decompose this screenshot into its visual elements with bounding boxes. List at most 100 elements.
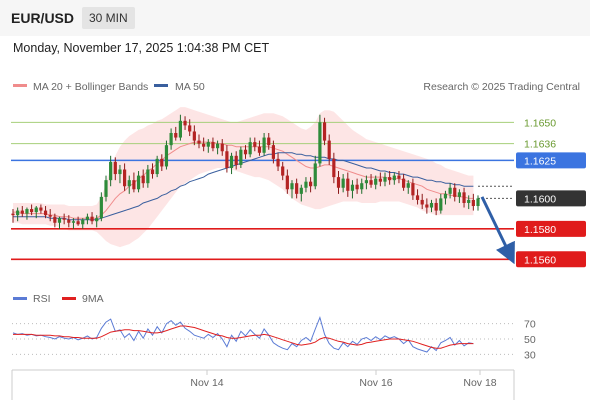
candle-body [341,178,345,188]
candle-67 [322,117,327,146]
candle-96 [457,189,461,203]
candle-body [355,184,359,190]
candle-57 [276,152,280,172]
candle-16 [85,213,89,225]
candle-body [257,146,262,153]
candle-5 [34,206,38,219]
candle-92 [439,193,443,214]
candle-body [20,210,24,214]
candle-body [462,192,466,203]
rsi-ma9-line [13,325,474,349]
candle-body [25,209,29,214]
candle-body [271,145,275,159]
candle-body [234,155,238,165]
timeframe-badge[interactable]: 30 MIN [82,7,135,29]
candle-body [76,221,80,225]
candle-78 [374,175,378,190]
candle-71 [341,174,345,193]
candle-body [43,210,48,216]
candle-13 [71,218,76,229]
level-label-3: 1.1600 [524,193,556,205]
rsi-legend-label: RSI [33,293,51,305]
ma50-legend-label: MA 50 [175,81,205,93]
candle-39 [192,125,196,146]
candle-18 [95,215,99,228]
candle-17 [90,212,94,225]
candle-body [197,140,201,144]
candle-63 [304,177,308,193]
level-label-bg-3 [516,190,586,207]
candle-89 [425,198,429,214]
candle-35 [174,126,178,141]
candle-body [71,221,76,223]
candle-41 [202,137,206,152]
level-label-bg-5 [516,251,586,268]
candle-body [146,169,150,184]
candle-100 [476,195,480,211]
candle-0 [11,209,15,223]
candle-body [285,175,289,190]
candle-36 [178,114,182,141]
bollinger-band-fill [13,107,474,248]
candle-body [406,183,410,188]
candle-body [150,169,155,175]
candle-body [39,207,43,211]
candle-64 [309,177,313,193]
candle-40 [197,134,201,149]
candle-52 [253,137,257,152]
candle-body [225,151,229,168]
candle-79 [378,172,382,187]
price-level-labels: 1.1650 1.1636 1.1625 1.1600 1.1580 1.1560 [516,117,586,268]
candle-body [34,207,38,213]
candle-body [439,198,443,211]
projection-layer [480,196,515,265]
candle-body [30,209,34,213]
candle-body [304,181,308,188]
chart-legend: MA 20 + Bollinger Bands MA 50 Research ©… [13,81,580,93]
candle-body [318,122,322,164]
candle-10 [57,216,62,229]
candle-body [383,177,387,182]
candle-body [290,183,294,190]
candle-body [281,166,285,176]
candle-80 [383,172,387,187]
candle-body [276,158,280,167]
candle-body [322,122,327,141]
candle-body [369,180,373,185]
bollinger-band-layer [13,107,474,248]
rsi-tick-50: 50 [524,334,536,346]
candle-body [118,169,122,175]
candle-21 [109,155,113,187]
candle-1 [16,207,20,222]
candle-51 [248,137,252,158]
candle-47 [229,152,234,175]
candle-65 [313,155,317,190]
candle-44 [216,140,220,155]
candle-70 [336,171,341,194]
rsi-line [12,315,474,353]
credit-label: Research © 2025 Trading Central [423,81,580,93]
candle-body [164,145,169,167]
candle-97 [462,187,466,208]
rsi-series [12,315,474,353]
candle-body [174,132,178,138]
candle-48 [234,151,238,170]
candle-body [99,196,103,219]
candle-body [239,149,243,165]
candle-body [453,187,457,197]
candle-body [85,216,89,220]
candle-24 [123,163,127,191]
candle-body [48,215,52,217]
candle-body [206,142,210,147]
candle-body [183,120,187,126]
rsi-tick-30: 30 [524,349,536,361]
candle-82 [392,172,396,185]
candle-body [299,187,303,194]
candle-58 [281,161,285,181]
candle-8 [48,209,52,222]
chart-header: EUR/USD 30 MIN [0,0,590,36]
candle-69 [332,152,336,184]
timestamp-label: Monday, November 17, 2025 1:04:38 PM CET [13,41,270,55]
candle-body [109,161,113,181]
candle-body [332,158,336,178]
